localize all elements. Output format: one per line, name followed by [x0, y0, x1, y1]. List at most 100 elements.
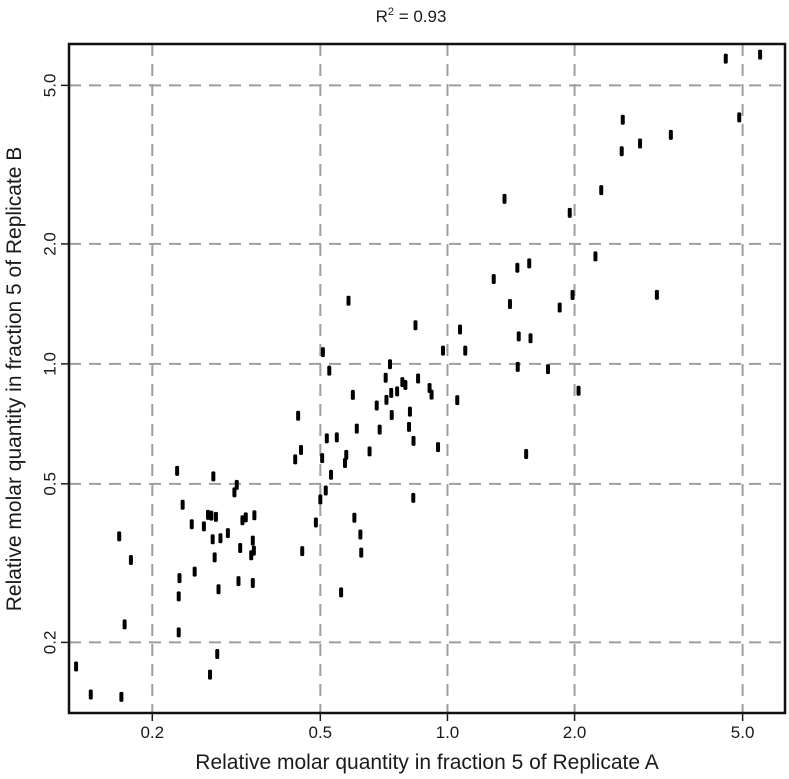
x-tick-label: 2.0: [563, 723, 587, 742]
data-point: [175, 465, 180, 476]
data-point: [206, 509, 211, 520]
data-point: [117, 531, 122, 542]
data-point: [343, 457, 348, 468]
data-point: [252, 510, 257, 521]
data-point: [177, 573, 182, 584]
data-point: [374, 400, 379, 411]
data-point: [436, 442, 441, 453]
data-point: [528, 333, 533, 344]
data-point: [352, 512, 357, 523]
data-point: [416, 373, 421, 384]
x-tick-label: 5.0: [731, 723, 755, 742]
grid-lines: [69, 44, 785, 713]
data-point: [737, 112, 742, 123]
data-point: [180, 499, 185, 510]
data-point: [350, 389, 355, 400]
x-tick-label: 1.0: [436, 723, 460, 742]
data-point: [334, 432, 339, 443]
data-point: [119, 691, 124, 702]
data-point: [599, 185, 604, 196]
data-point: [620, 114, 625, 125]
data-point: [407, 406, 412, 417]
y-tick-label: 1.0: [40, 352, 59, 376]
data-point: [515, 262, 520, 273]
data-point: [128, 554, 133, 565]
data-point: [212, 552, 217, 563]
data-point: [176, 591, 181, 602]
title-superscript: 2: [388, 6, 394, 18]
data-point: [238, 543, 243, 554]
data-point: [176, 627, 181, 638]
data-point: [593, 251, 598, 262]
data-point: [210, 534, 215, 545]
data-point: [225, 528, 230, 539]
data-point: [329, 469, 334, 480]
data-point: [74, 661, 79, 672]
data-point: [429, 389, 434, 400]
data-point: [387, 359, 392, 370]
data-point: [250, 535, 255, 546]
x-tick-label: 0.2: [140, 723, 164, 742]
data-point: [318, 494, 323, 505]
data-point: [216, 584, 221, 595]
data-point: [377, 424, 382, 435]
data-point: [215, 649, 220, 660]
data-point: [576, 385, 581, 396]
data-point: [213, 511, 218, 522]
data-point: [324, 433, 329, 444]
y-tick-label: 0.2: [40, 631, 59, 655]
x-tick-label: 0.5: [309, 723, 333, 742]
data-point: [323, 485, 328, 496]
data-point: [654, 289, 659, 300]
x-axis-title: Relative molar quantity in fraction 5 of…: [195, 751, 658, 774]
data-point: [240, 515, 245, 526]
data-point: [209, 510, 214, 521]
title-prefix: R: [376, 7, 388, 26]
data-point: [502, 193, 507, 204]
y-tick-label: 5.0: [40, 74, 59, 98]
data-point: [344, 449, 349, 460]
data-points: [74, 49, 763, 702]
title-suffix: = 0.93: [394, 7, 446, 26]
data-point: [527, 258, 532, 269]
data-point: [440, 345, 445, 356]
data-point: [367, 446, 372, 457]
data-point: [88, 689, 93, 700]
data-point: [395, 386, 400, 397]
data-point: [619, 146, 624, 157]
data-point: [232, 487, 237, 498]
data-point: [507, 299, 512, 310]
data-point: [339, 587, 344, 598]
data-point: [189, 519, 194, 530]
data-point: [515, 361, 520, 372]
data-point: [407, 421, 412, 432]
plot-frame: [67, 42, 787, 715]
data-point: [293, 454, 298, 465]
y-tick-label: 0.5: [40, 472, 59, 496]
y-axis-title: Relative molar quantity in fraction 5 of…: [3, 147, 26, 612]
data-point: [208, 669, 213, 680]
data-point: [320, 453, 325, 464]
data-point: [346, 295, 351, 306]
data-point: [383, 372, 388, 383]
data-point: [455, 395, 460, 406]
data-point: [296, 410, 301, 421]
data-point: [192, 566, 197, 577]
data-point: [299, 444, 304, 455]
data-point: [354, 423, 359, 434]
data-point: [463, 345, 468, 356]
data-point: [359, 547, 364, 558]
data-point: [211, 471, 216, 482]
data-point: [570, 289, 575, 300]
data-point: [218, 533, 223, 544]
data-point: [201, 521, 206, 532]
data-point: [411, 492, 416, 503]
data-point: [411, 435, 416, 446]
data-point: [491, 274, 496, 285]
data-point: [236, 576, 241, 587]
data-point: [234, 479, 239, 490]
data-point: [251, 545, 256, 556]
data-point: [638, 138, 643, 149]
data-point: [243, 512, 248, 523]
